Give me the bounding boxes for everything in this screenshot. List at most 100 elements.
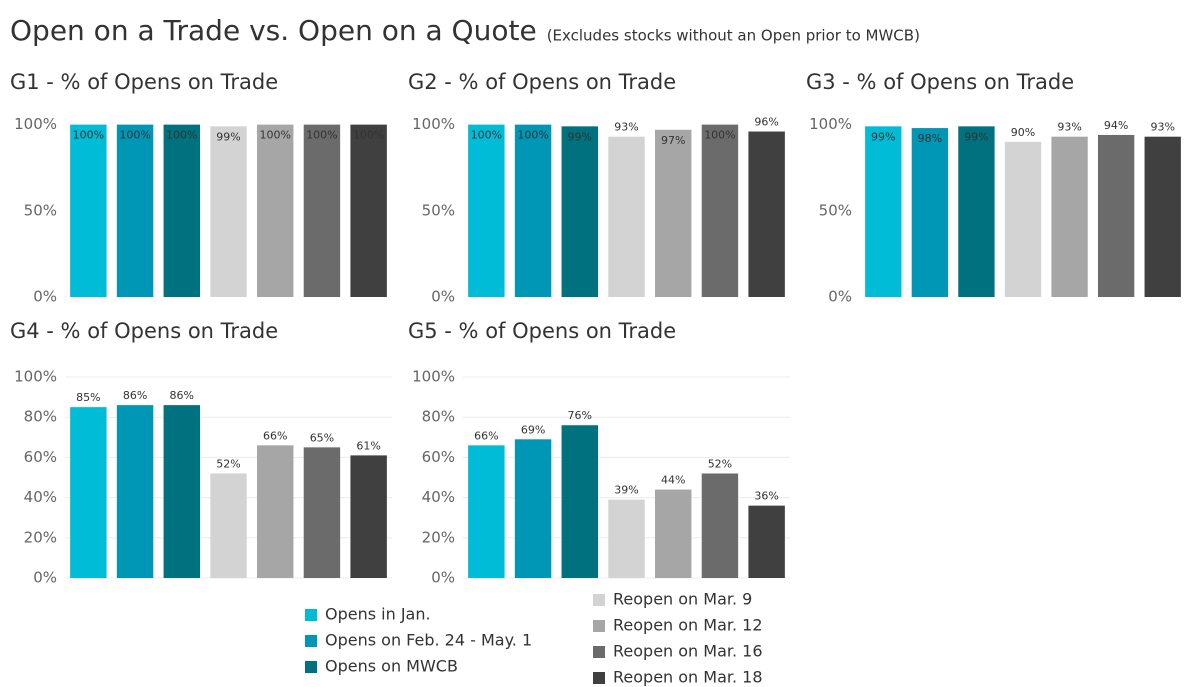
value-label: 96% (754, 116, 778, 129)
y-tick-label: 100% (412, 368, 455, 386)
bar (1097, 134, 1135, 297)
value-label: 100% (517, 129, 548, 142)
y-tick-label: 0% (33, 569, 57, 587)
chart-title: G4 - % of Opens on Trade (10, 319, 278, 343)
value-label: 93% (614, 121, 638, 134)
bar (701, 124, 739, 297)
bar (654, 489, 692, 578)
value-label: 86% (123, 389, 147, 402)
chart-title: G2 - % of Opens on Trade (408, 70, 676, 94)
bar (256, 445, 294, 578)
y-tick-label: 80% (422, 408, 455, 426)
bar (608, 499, 645, 578)
legend-swatch (305, 635, 317, 647)
value-label: 94% (1104, 119, 1128, 132)
bar (116, 124, 154, 297)
chart-title: G5 - % of Opens on Trade (408, 319, 676, 343)
legend-label: Opens in Jan. (325, 605, 431, 624)
y-tick-label: 20% (422, 528, 455, 546)
bar (1144, 136, 1181, 297)
legend-label: Reopen on Mar. 16 (613, 642, 763, 661)
bar (350, 124, 387, 297)
bar (561, 126, 599, 297)
value-label: 69% (521, 423, 545, 436)
y-tick-label: 0% (33, 288, 57, 306)
legend-swatch (593, 646, 605, 658)
bar (350, 455, 387, 578)
y-tick-label: 60% (24, 448, 57, 466)
bar (561, 425, 599, 578)
bar (256, 124, 294, 297)
value-label: 100% (306, 129, 337, 142)
page-subtitle: (Excludes stocks without an Open prior t… (547, 27, 920, 45)
value-label: 52% (708, 457, 732, 470)
legend-label: Opens on Feb. 24 - May. 1 (325, 631, 532, 650)
y-tick-label: 100% (14, 115, 57, 133)
value-label: 100% (353, 129, 384, 142)
bar (70, 124, 107, 297)
value-label: 93% (1150, 121, 1174, 134)
chart-title: G1 - % of Opens on Trade (10, 70, 278, 94)
value-label: 99% (964, 130, 988, 143)
bar (468, 445, 505, 578)
value-label: 98% (918, 132, 942, 145)
value-label: 93% (1057, 121, 1081, 134)
y-tick-label: 100% (412, 115, 455, 133)
y-tick-label: 100% (809, 115, 852, 133)
y-tick-label: 50% (819, 201, 852, 219)
legend-swatch (305, 661, 317, 673)
bar (70, 407, 107, 578)
value-label: 99% (871, 130, 895, 143)
value-label: 100% (73, 129, 104, 142)
value-label: 52% (216, 457, 240, 470)
bar (1004, 141, 1042, 297)
y-tick-label: 0% (431, 288, 455, 306)
legend-swatch (305, 609, 317, 621)
y-tick-label: 80% (24, 408, 57, 426)
value-label: 39% (614, 484, 638, 497)
value-label: 100% (259, 129, 290, 142)
bar (468, 124, 505, 297)
value-label: 61% (356, 439, 380, 452)
value-label: 65% (310, 431, 334, 444)
bar (210, 473, 247, 578)
bar (514, 124, 552, 297)
legend-label: Reopen on Mar. 9 (613, 590, 752, 609)
y-tick-label: 40% (24, 488, 57, 506)
value-label: 66% (474, 429, 498, 442)
legend-swatch (593, 620, 605, 632)
y-tick-label: 0% (431, 569, 455, 587)
bar (210, 126, 247, 297)
value-label: 100% (166, 129, 197, 142)
bar (748, 505, 785, 578)
y-tick-label: 40% (422, 488, 455, 506)
value-label: 66% (263, 429, 287, 442)
bar (163, 124, 201, 297)
y-tick-label: 50% (422, 201, 455, 219)
value-label: 76% (568, 409, 592, 422)
y-tick-label: 100% (14, 368, 57, 386)
y-tick-label: 20% (24, 528, 57, 546)
bar (958, 126, 995, 297)
bar (116, 405, 154, 578)
legend-swatch (593, 672, 605, 684)
bar (1051, 136, 1088, 297)
legend-swatch (593, 594, 605, 606)
legend-label: Opens on MWCB (325, 657, 458, 676)
value-label: 44% (661, 474, 685, 487)
legend-label: Reopen on Mar. 12 (613, 616, 763, 635)
y-tick-label: 0% (828, 288, 852, 306)
bar (303, 447, 341, 578)
bar (514, 439, 552, 578)
bar (865, 126, 902, 297)
legend-label: Reopen on Mar. 18 (613, 668, 763, 687)
chart-title: G3 - % of Opens on Trade (806, 70, 1074, 94)
value-label: 85% (76, 391, 100, 404)
bar (303, 124, 341, 297)
value-label: 36% (754, 490, 778, 503)
value-label: 99% (216, 130, 240, 143)
value-label: 90% (1011, 126, 1035, 139)
bar (748, 131, 785, 297)
value-label: 97% (661, 134, 685, 147)
